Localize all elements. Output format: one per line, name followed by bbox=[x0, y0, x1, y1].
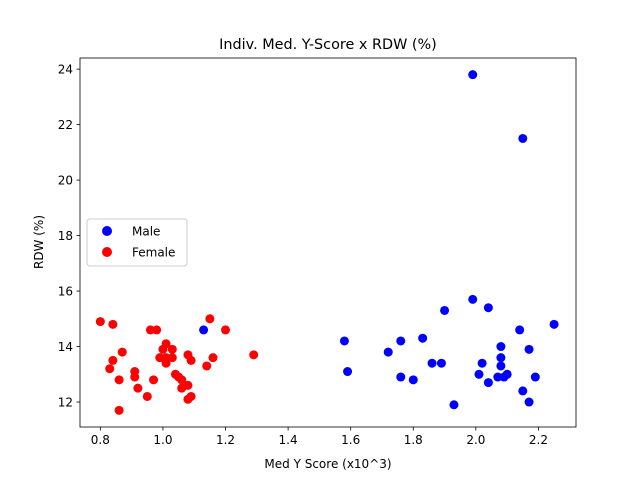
data-point-male-10 bbox=[418, 333, 428, 343]
data-point-female-33 bbox=[183, 394, 193, 404]
x-tick-label: 1.6 bbox=[341, 433, 360, 447]
data-point-female-8 bbox=[167, 344, 177, 354]
data-point-female-26 bbox=[149, 375, 159, 385]
data-point-male-15 bbox=[427, 358, 437, 368]
legend-marker-male bbox=[102, 226, 112, 236]
data-point-male-1 bbox=[518, 133, 528, 143]
x-tick-label: 1.8 bbox=[404, 433, 423, 447]
data-point-female-15 bbox=[155, 353, 165, 363]
data-point-male-13 bbox=[383, 347, 393, 357]
data-point-female-2 bbox=[205, 314, 215, 324]
data-point-male-30 bbox=[449, 400, 459, 410]
data-point-male-3 bbox=[483, 303, 493, 313]
data-point-male-7 bbox=[199, 325, 209, 335]
x-axis: 0.8 1.0 1.2 1.4 1.6 1.8 2.0 2.2 bbox=[91, 427, 548, 447]
data-point-male-4 bbox=[440, 305, 450, 315]
y-tick-label: 24 bbox=[58, 63, 73, 77]
chart-title: Indiv. Med. Y-Score x RDW (%) bbox=[219, 37, 437, 53]
y-tick-label: 14 bbox=[58, 340, 73, 354]
data-point-female-10 bbox=[249, 350, 259, 360]
data-point-male-2 bbox=[468, 294, 478, 304]
data-point-male-21 bbox=[474, 369, 484, 379]
data-point-male-5 bbox=[549, 319, 559, 329]
x-tick-label: 1.4 bbox=[279, 433, 298, 447]
data-point-male-6 bbox=[515, 325, 525, 335]
legend-label-female: Female bbox=[132, 246, 175, 260]
data-point-male-8 bbox=[339, 336, 349, 346]
data-point-male-28 bbox=[518, 386, 528, 396]
data-point-male-26 bbox=[408, 375, 418, 385]
y-tick-label: 12 bbox=[58, 396, 73, 410]
data-point-male-22 bbox=[499, 372, 509, 382]
data-point-male-9 bbox=[396, 336, 406, 346]
data-point-male-14 bbox=[496, 353, 506, 363]
data-point-female-9 bbox=[117, 347, 127, 357]
plot-frame bbox=[79, 57, 577, 428]
data-point-male-19 bbox=[343, 367, 353, 377]
data-point-female-27 bbox=[114, 375, 124, 385]
data-point-female-30 bbox=[133, 383, 143, 393]
data-point-female-4 bbox=[152, 325, 162, 335]
data-point-female-32 bbox=[142, 391, 152, 401]
data-point-male-17 bbox=[477, 358, 487, 368]
legend-marker-female bbox=[102, 247, 112, 257]
data-point-male-0 bbox=[468, 70, 478, 80]
data-point-female-29 bbox=[177, 383, 187, 393]
data-point-female-14 bbox=[208, 353, 218, 363]
data-point-female-13 bbox=[167, 353, 177, 363]
data-point-female-0 bbox=[95, 317, 105, 327]
x-tick-label: 0.8 bbox=[91, 433, 110, 447]
data-point-female-1 bbox=[108, 319, 118, 329]
y-tick-label: 18 bbox=[58, 229, 73, 243]
data-point-female-3 bbox=[145, 325, 155, 335]
y-tick-label: 22 bbox=[58, 118, 73, 132]
y-tick-label: 16 bbox=[58, 285, 73, 299]
data-point-female-19 bbox=[202, 361, 212, 371]
data-point-male-12 bbox=[524, 344, 534, 354]
data-point-female-16 bbox=[186, 355, 196, 365]
data-point-male-27 bbox=[483, 378, 493, 388]
plot-marks bbox=[95, 70, 559, 415]
y-axis: 12 14 16 18 20 22 24 bbox=[58, 63, 80, 410]
x-tick-label: 1.0 bbox=[153, 433, 172, 447]
legend-label-male: Male bbox=[132, 225, 160, 239]
x-axis-label: Med Y Score (x10^3) bbox=[264, 457, 391, 471]
data-point-male-25 bbox=[530, 372, 540, 382]
data-point-male-23 bbox=[493, 372, 503, 382]
y-axis-label: RDW (%) bbox=[32, 215, 46, 269]
data-point-female-17 bbox=[108, 355, 118, 365]
data-point-female-20 bbox=[105, 364, 115, 374]
legend-box bbox=[86, 218, 188, 267]
data-point-male-24 bbox=[396, 372, 406, 382]
x-tick-label: 2.0 bbox=[466, 433, 485, 447]
data-point-female-24 bbox=[130, 372, 140, 382]
legend: Male Female bbox=[86, 218, 188, 267]
data-point-female-5 bbox=[221, 325, 231, 335]
data-point-female-18 bbox=[161, 358, 171, 368]
data-point-female-25 bbox=[177, 375, 187, 385]
data-point-female-7 bbox=[158, 344, 168, 354]
x-tick-label: 2.2 bbox=[529, 433, 548, 447]
data-point-male-16 bbox=[436, 358, 446, 368]
x-tick-label: 1.2 bbox=[216, 433, 235, 447]
data-point-female-34 bbox=[114, 405, 124, 415]
data-point-male-29 bbox=[524, 397, 534, 407]
y-tick-label: 20 bbox=[58, 174, 73, 188]
data-point-male-11 bbox=[496, 342, 506, 352]
data-point-male-18 bbox=[496, 361, 506, 371]
